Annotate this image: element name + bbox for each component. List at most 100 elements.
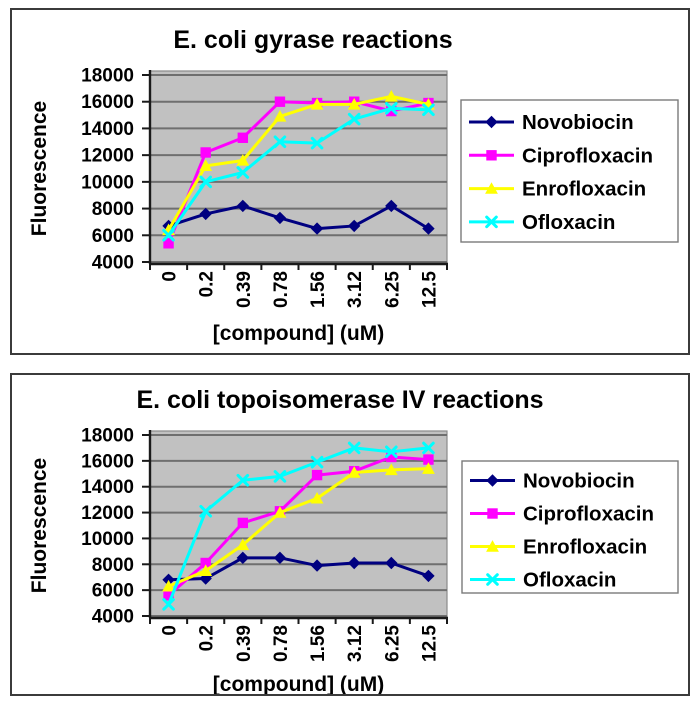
- marker-ofloxacin: [273, 470, 287, 483]
- marker-ofloxacin: [310, 455, 324, 469]
- marker-enrofloxacin: [273, 506, 287, 518]
- x-tick-label: 6.25: [382, 271, 403, 308]
- x-tick-label: 3.12: [345, 625, 366, 662]
- marker-ofloxacin: [347, 112, 361, 126]
- legend-label: Novobiocin: [522, 111, 634, 134]
- marker-ofloxacin: [422, 103, 435, 117]
- x-tick-label: 1.56: [308, 271, 329, 308]
- marker-enrofloxacin: [347, 466, 361, 478]
- marker-ciprofloxacin: [237, 132, 249, 143]
- y-tick-label: 4000: [92, 253, 134, 274]
- y-tick-label: 6000: [92, 581, 134, 602]
- marker-novobiocin: [273, 551, 287, 565]
- y-tick-label: 14000: [81, 477, 134, 498]
- marker-novobiocin: [236, 551, 250, 565]
- legend-marker-ciprofloxacin: [486, 150, 497, 161]
- x-tick-label: 3.12: [345, 271, 366, 308]
- marker-ciprofloxacin: [200, 557, 211, 569]
- x-tick-label: 12.5: [419, 271, 440, 308]
- y-tick-label: 16000: [81, 451, 134, 472]
- marker-enrofloxacin: [310, 97, 324, 110]
- marker-enrofloxacin: [236, 538, 250, 551]
- y-tick-label: 4000: [92, 607, 134, 628]
- y-tick-label: 10000: [81, 172, 134, 193]
- marker-ciprofloxacin: [163, 238, 174, 249]
- marker-novobiocin: [347, 219, 361, 233]
- marker-ofloxacin: [199, 175, 212, 189]
- x-axis-title: [compound] (uM): [213, 322, 384, 345]
- marker-ciprofloxacin: [200, 147, 211, 158]
- chart-title: E. coli gyrase reactions: [173, 26, 452, 54]
- x-tick-label: 0.2: [197, 625, 218, 651]
- y-tick-label: 10000: [81, 529, 134, 550]
- marker-novobiocin: [236, 199, 250, 213]
- marker-novobiocin: [273, 211, 287, 225]
- marker-enrofloxacin: [310, 491, 324, 504]
- marker-ciprofloxacin: [311, 469, 323, 481]
- y-axis-title: Fluorescence: [28, 101, 51, 236]
- marker-ofloxacin: [236, 473, 250, 487]
- x-tick-label: 1.56: [308, 625, 329, 662]
- legend-marker-ofloxacin: [486, 573, 499, 586]
- legend-label: Ciprofloxacin: [523, 503, 654, 526]
- x-tick-label: 0.39: [234, 625, 255, 662]
- marker-ofloxacin: [162, 598, 175, 611]
- x-tick-label: 6.25: [382, 625, 403, 662]
- chart-panel-gyrase: E. coli gyrase reactions 4000 6000 8000 1000…: [10, 8, 690, 355]
- marker-novobiocin: [199, 207, 212, 221]
- legend-marker-enrofloxacin: [485, 182, 498, 194]
- y-tick-label: 12000: [81, 146, 134, 167]
- marker-ciprofloxacin: [386, 451, 397, 463]
- marker-enrofloxacin: [199, 159, 213, 172]
- marker-enrofloxacin: [384, 89, 398, 102]
- topoisomerase-chart: E. coli topoisomerase IV reactions 4000 60…: [28, 386, 679, 694]
- marker-ofloxacin: [347, 441, 361, 455]
- marker-ofloxacin: [273, 135, 287, 149]
- marker-enrofloxacin: [162, 579, 175, 592]
- marker-enrofloxacin: [422, 462, 435, 474]
- y-tick-label: 16000: [81, 92, 134, 113]
- marker-enrofloxacin: [384, 463, 398, 476]
- series-line-ciprofloxacin: [167, 455, 430, 597]
- legend-box: [461, 460, 679, 594]
- marker-ofloxacin: [310, 136, 324, 150]
- marker-novobiocin: [199, 572, 212, 585]
- legend-marker-enrofloxacin: [486, 540, 499, 552]
- marker-ofloxacin: [422, 441, 435, 455]
- marker-enrofloxacin: [347, 97, 361, 110]
- series-line-enrofloxacin: [167, 94, 430, 232]
- y-tick-label: 8000: [92, 199, 134, 220]
- marker-novobiocin: [347, 556, 361, 570]
- series-line-novobiocin: [167, 204, 430, 231]
- y-tick-label: 18000: [81, 66, 134, 87]
- marker-ofloxacin: [385, 102, 398, 115]
- x-tick-label: 0: [160, 625, 181, 636]
- marker-ofloxacin: [236, 166, 250, 179]
- x-tick-label: 0.2: [197, 271, 218, 297]
- x-tick-label: 0.39: [234, 271, 255, 308]
- y-axis-title: Fluorescence: [28, 458, 51, 593]
- marker-novobiocin: [422, 222, 435, 235]
- legend-label: Novobiocin: [523, 470, 635, 493]
- x-tick-label: 0: [160, 271, 181, 282]
- chart-panel-topoisomerase: E. coli topoisomerase IV reactions 4000 60…: [10, 373, 690, 696]
- series-line-enrofloxacin: [167, 467, 430, 588]
- legend-label: Enrofloxacin: [522, 178, 646, 201]
- legend-label: Enrofloxacin: [523, 536, 647, 559]
- series-line-ofloxacin: [167, 106, 430, 237]
- chart-title: E. coli topoisomerase IV reactions: [136, 386, 543, 414]
- marker-ofloxacin: [199, 504, 212, 518]
- gyrase-chart: E. coli gyrase reactions 4000 6000 8000 1000…: [28, 26, 679, 345]
- y-tick-label: 18000: [81, 426, 134, 447]
- marker-ciprofloxacin: [274, 96, 286, 107]
- legend-label: Ofloxacin: [523, 569, 616, 592]
- legend-marker-novobiocin: [485, 115, 498, 129]
- marker-enrofloxacin: [236, 154, 250, 166]
- legend-marker-ofloxacin: [485, 215, 498, 229]
- x-tick-label: 0.78: [271, 271, 292, 308]
- marker-novobiocin: [385, 556, 398, 570]
- marker-ciprofloxacin: [423, 454, 434, 465]
- marker-ofloxacin: [385, 445, 398, 459]
- marker-novobiocin: [310, 222, 324, 235]
